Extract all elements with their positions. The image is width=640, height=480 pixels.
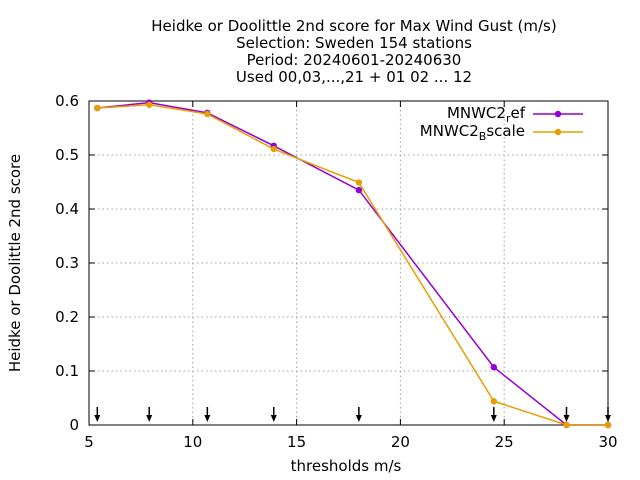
chart-title: Heidke or Doolittle 2nd score for Max Wi… bbox=[151, 17, 556, 86]
threshold-arrow bbox=[270, 407, 277, 422]
data-point bbox=[94, 104, 101, 112]
title-line-4: Used 00,03,...,21 + 01 02 ... 12 bbox=[236, 68, 472, 86]
legend-entry-series-1: MNWC2ref bbox=[447, 104, 583, 125]
data-point bbox=[355, 186, 363, 194]
data-point bbox=[490, 364, 498, 371]
series-2 bbox=[94, 101, 612, 429]
legend-label-series-1: MNWC2ref bbox=[447, 104, 526, 125]
threshold-arrow-head bbox=[563, 415, 570, 422]
x-axis-label: thresholds m/s bbox=[291, 457, 402, 475]
data-point bbox=[563, 421, 570, 429]
legend-marker-series-2 bbox=[554, 128, 562, 136]
title-line-2: Selection: Sweden 154 stations bbox=[236, 34, 472, 52]
x-tick-label: 15 bbox=[287, 433, 306, 451]
y-tick-label: 0.1 bbox=[55, 362, 79, 380]
title-line-3: Period: 20240601-20240630 bbox=[247, 51, 462, 69]
grid bbox=[89, 101, 608, 425]
data-point bbox=[270, 145, 277, 153]
x-tick-label: 30 bbox=[598, 433, 617, 451]
title-line-1: Heidke or Doolittle 2nd score for Max Wi… bbox=[151, 17, 556, 35]
data-point bbox=[355, 179, 363, 186]
legend-label-series-2: MNWC2Bscale bbox=[420, 122, 525, 143]
threshold-arrow-head bbox=[355, 415, 362, 422]
data-point bbox=[490, 398, 498, 405]
y-tick-label: 0.6 bbox=[55, 92, 79, 110]
legend-entry-series-2: MNWC2Bscale bbox=[420, 122, 583, 143]
x-tick-label: 10 bbox=[183, 433, 202, 451]
threshold-markers bbox=[94, 407, 611, 422]
threshold-arrow bbox=[605, 407, 611, 422]
y-tick-label: 0.2 bbox=[55, 308, 79, 326]
series-line bbox=[97, 101, 608, 426]
x-tick-label: 25 bbox=[495, 433, 514, 451]
legend: MNWC2ref MNWC2Bscale bbox=[420, 104, 583, 143]
axes: 0 0.1 0.2 0.3 0.4 0.5 0.6 5 10 15 20 25 30 bbox=[55, 92, 617, 451]
y-tick-label: 0.4 bbox=[55, 200, 79, 218]
data-point bbox=[204, 110, 211, 118]
threshold-arrow bbox=[146, 407, 153, 422]
threshold-arrow bbox=[355, 407, 362, 422]
threshold-arrow bbox=[563, 407, 570, 422]
threshold-arrow-head bbox=[270, 415, 277, 422]
threshold-arrow bbox=[94, 407, 101, 422]
threshold-arrow-head bbox=[94, 415, 101, 422]
x-tick-label: 20 bbox=[391, 433, 410, 451]
y-axis-label: Heidke or Doolittle 2nd score bbox=[6, 154, 24, 372]
threshold-arrow-head bbox=[605, 415, 611, 422]
threshold-arrow bbox=[204, 407, 211, 422]
threshold-arrow-head bbox=[490, 415, 497, 422]
series-1 bbox=[94, 99, 612, 429]
y-tick-label: 0 bbox=[69, 416, 79, 434]
data-point bbox=[604, 421, 612, 429]
threshold-arrow-head bbox=[146, 415, 153, 422]
y-tick-label: 0.3 bbox=[55, 254, 79, 272]
y-tick-label: 0.5 bbox=[55, 146, 79, 164]
data-point bbox=[146, 101, 153, 108]
threshold-arrow bbox=[490, 407, 497, 422]
threshold-arrow-head bbox=[204, 415, 211, 422]
series-layer bbox=[94, 99, 612, 429]
legend-marker-series-1 bbox=[554, 110, 562, 118]
series-line bbox=[97, 104, 608, 426]
x-tick-label: 5 bbox=[84, 433, 94, 451]
